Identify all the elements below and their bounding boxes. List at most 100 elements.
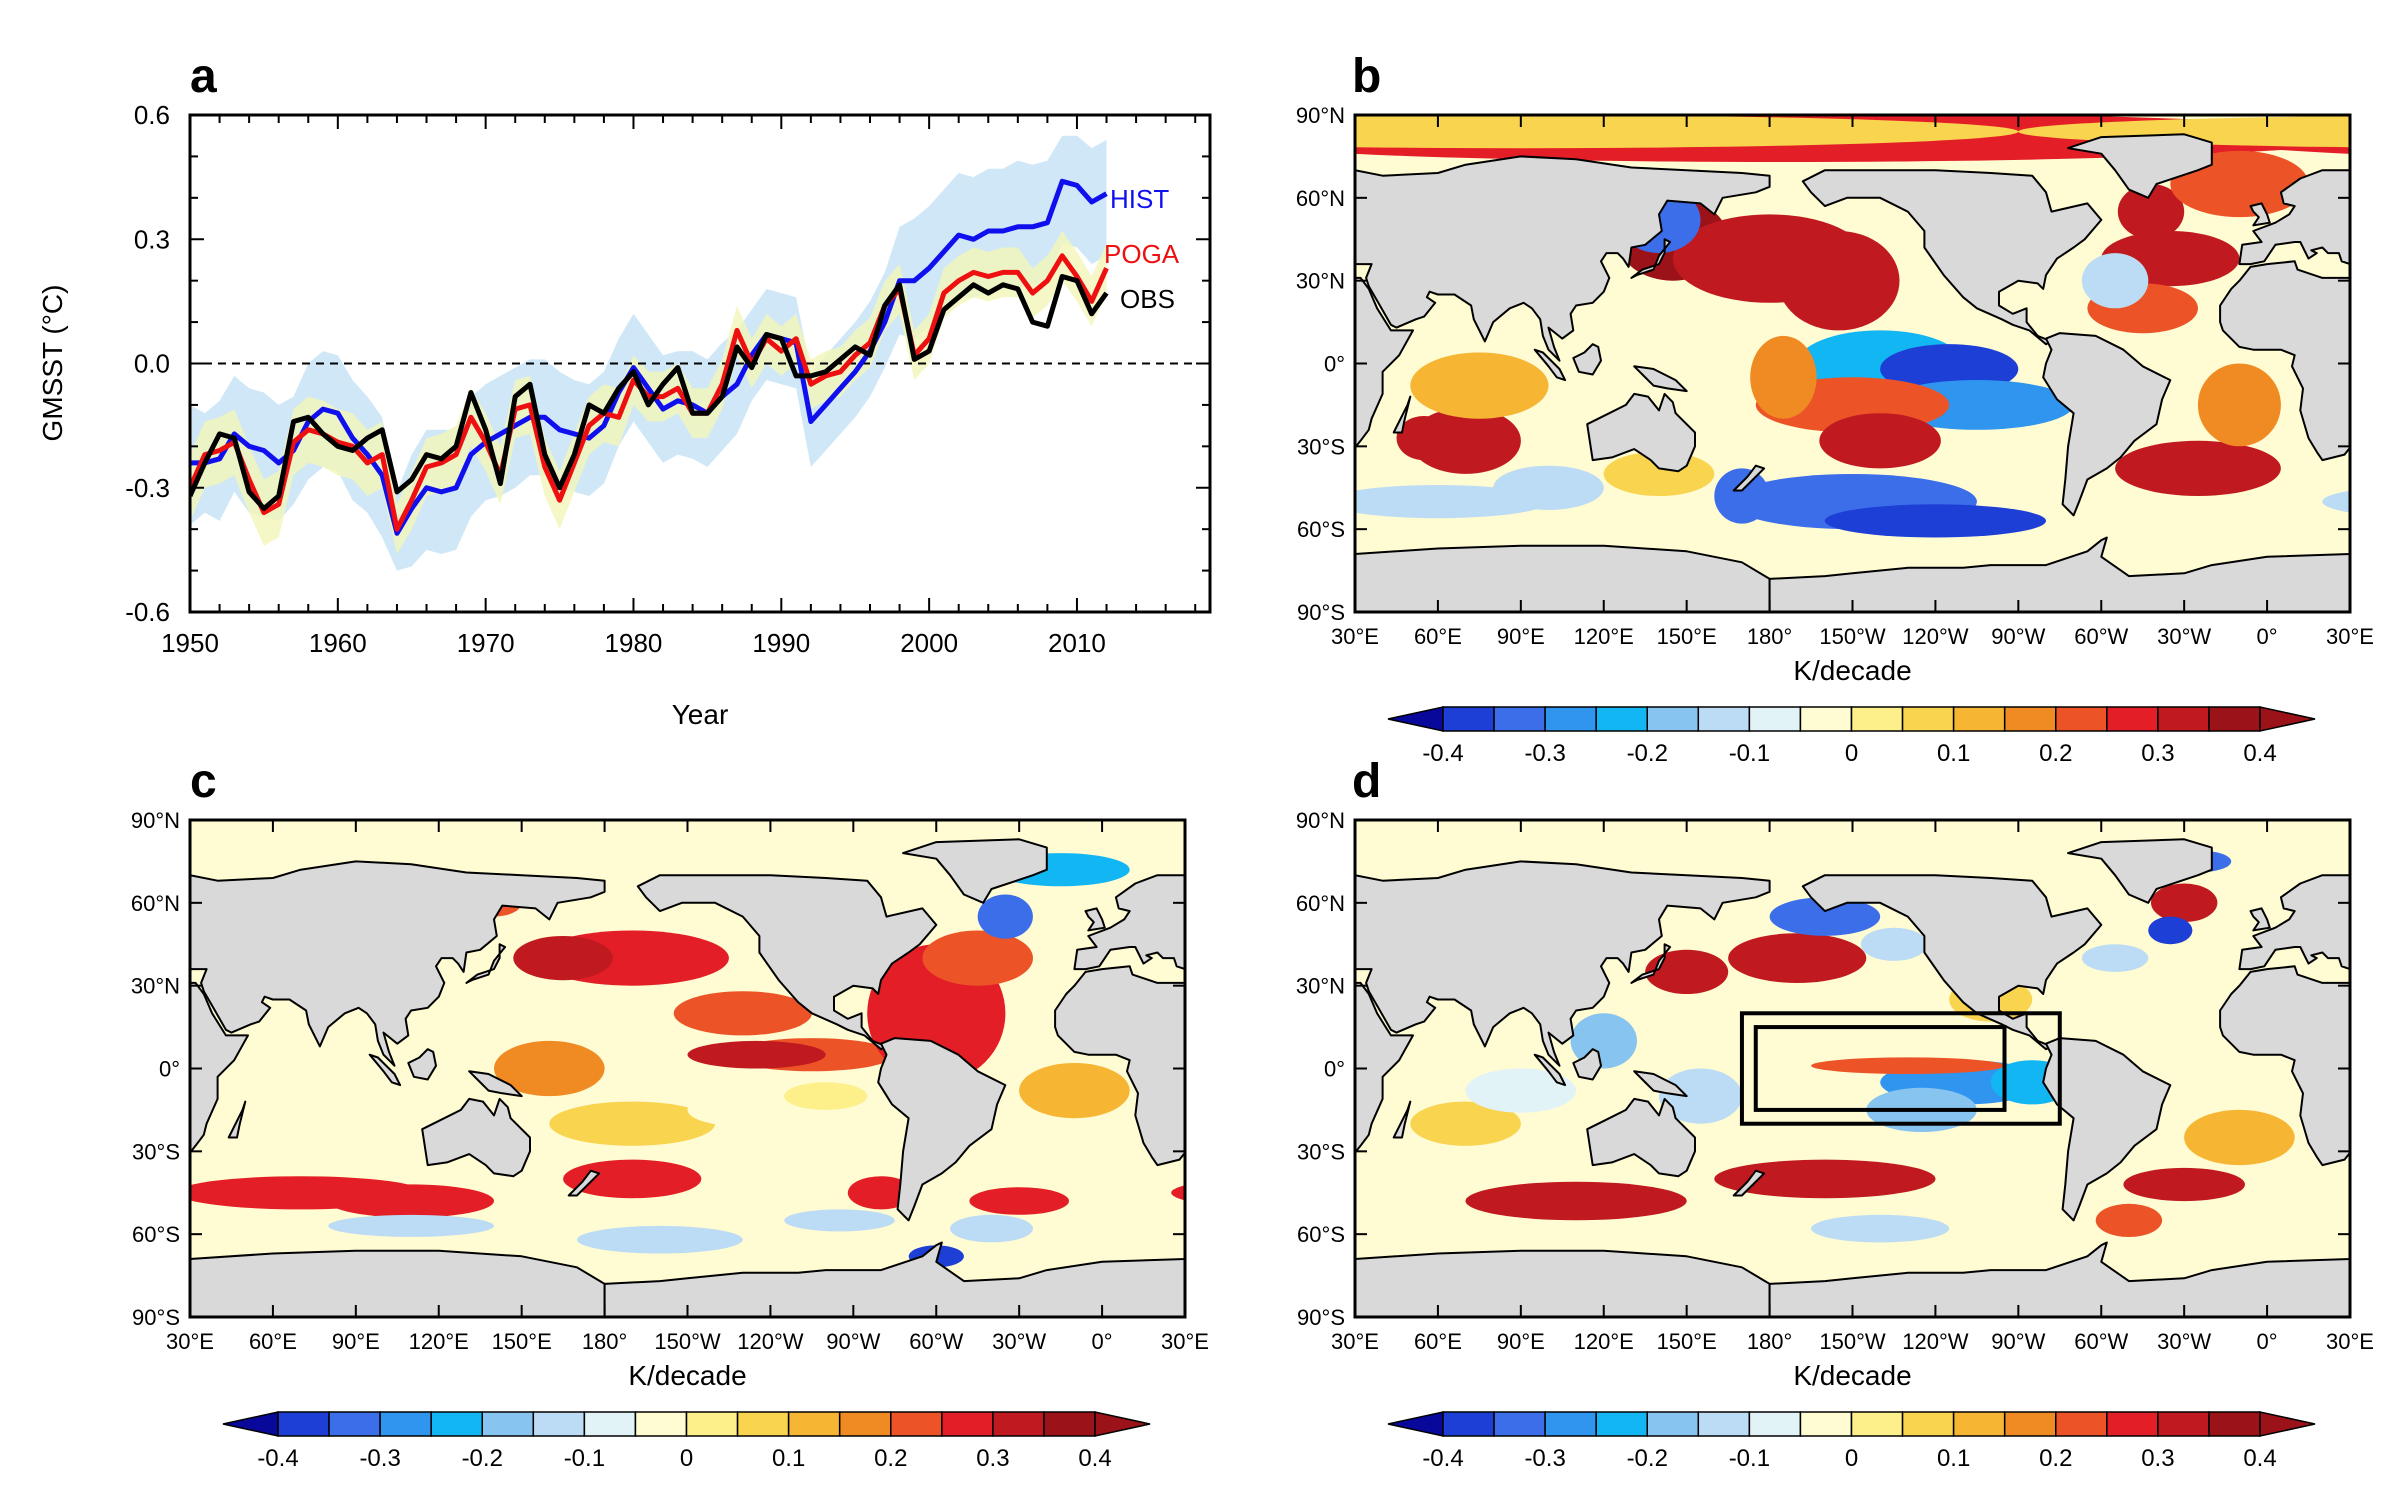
colorbar-tick-label: -0.4: [257, 1445, 298, 1472]
panel-b-map-field: [28, 113, 2400, 614]
uk-landmass: [2249, 907, 2271, 932]
colorbar-swatch: [1850, 1411, 1904, 1437]
greenland-landmass: [2067, 838, 2213, 904]
colorbar-low-arrow: [1387, 1411, 1444, 1437]
anomaly-patch: [2081, 944, 2149, 972]
colorbar-high-arrow: [1094, 1411, 1151, 1437]
colorbar-swatch: [1493, 1411, 1546, 1437]
anomaly-patch: [0, 1187, 74, 1215]
x-axis-label: Year: [672, 699, 729, 730]
lat-tick-label: 90°S: [1297, 1305, 1345, 1330]
anomaly-patch: [687, 1093, 799, 1127]
anomaly-patch: [0, 1215, 38, 1243]
lat-tick-label: 30°S: [1297, 434, 1345, 459]
lon-tick-label: 120°W: [1902, 624, 1969, 649]
panel-a-ticks: [189, 114, 1210, 613]
lat-tick-label: 30°N: [1296, 269, 1345, 294]
colorbar-swatch: [1697, 1411, 1751, 1437]
japan-landmass: [636, 239, 675, 278]
panel-d-lon-labels: 30°E 60°E 90°E 120°E 150°E 180° 150°W 120°W 90°W…: [1331, 1329, 2374, 1354]
lon-tick-label: 0°: [1092, 1329, 1113, 1354]
sumatra-landmass: [1533, 1053, 1567, 1087]
madagascar-landmass: [227, 1100, 247, 1139]
anomaly-patch: [0, 931, 38, 986]
s-america-landmass: [2042, 1037, 2172, 1222]
madagascar-landmass: [1392, 1100, 1412, 1139]
x-tick-label: 2010: [1048, 628, 1106, 658]
lon-tick-label: 90°W: [1991, 1329, 2045, 1354]
africa-landmass: [2219, 260, 2350, 462]
colorbar-swatch: [736, 1411, 790, 1437]
x-tick-label: 1990: [752, 628, 810, 658]
anomaly-patch: [549, 1101, 716, 1146]
colorbar-tick-label: 0.1: [1937, 1445, 1970, 1472]
y-tick-label: -0.6: [125, 597, 170, 627]
madagascar-landmass: [2389, 397, 2400, 433]
y-tick-label: 0.0: [134, 349, 170, 379]
panel-b-letter: b: [1352, 50, 1381, 103]
lon-tick-label: 90°E: [1497, 624, 1545, 649]
colorbar-tick-label: 0.1: [1937, 740, 1970, 767]
madagascar-landmass: [1224, 1102, 1241, 1138]
anomaly-patch: [885, 380, 1078, 430]
colorbar-tick-label: 0.2: [2039, 1445, 2072, 1472]
colorbar-tick-label: -0.4: [1422, 740, 1463, 767]
panel-a-letter: a: [190, 50, 217, 103]
anomaly-patch: [1645, 949, 1729, 995]
colorbar-swatch: [838, 1411, 892, 1437]
panel-c-lat-labels: 90°N 60°N 30°N 0° 30°S 60°S 90°S: [131, 808, 180, 1330]
panel-d-map: d 30°E 60°E 90°E 120°E 150°E 180° 150°W 120°W 90…: [1189, 755, 2374, 1472]
colorbar-low-arrow: [222, 1411, 279, 1437]
y-axis-label: GMSST (°C): [37, 285, 68, 442]
anomaly-patch: [950, 1214, 1033, 1243]
n-america-landmass: [636, 874, 938, 1051]
colorbar-swatch: [532, 1411, 586, 1437]
greenland-landmass: [2067, 133, 2213, 199]
colorbar-tick-label: -0.3: [1524, 1445, 1565, 1472]
eurasia-landmass: [2238, 874, 2350, 971]
inner-region-box: [1753, 1025, 2007, 1112]
greenland-landmass: [0, 839, 52, 903]
lon-tick-label: 30°E: [166, 1329, 214, 1354]
eurasia-landmass: [1073, 874, 1185, 971]
new-zealand-landmass: [567, 1169, 601, 1197]
anomaly-patch: [28, 115, 1023, 148]
panel-c-lon-labels: 30°E 60°E 90°E 120°E 150°E 180° 150°W 120°W 90°W…: [166, 1329, 1209, 1354]
colorbar-swatch: [2055, 706, 2108, 732]
pacific-region-boxes: [1739, 1011, 2062, 1126]
lon-tick-label: 0°: [2257, 624, 2278, 649]
uk-landmass: [1256, 203, 1275, 225]
anomaly-patch: [719, 468, 774, 523]
colorbar-swatch: [1952, 1411, 2006, 1437]
australia-landmass: [421, 1097, 531, 1178]
anomaly-patch: [1769, 897, 1881, 936]
colorbar-swatch: [1646, 1411, 1700, 1437]
anomaly-patch: [513, 936, 613, 981]
colorbar-swatch: [1952, 706, 2006, 732]
anomaly-patch: [733, 474, 982, 529]
lon-tick-label: 180°: [582, 1329, 628, 1354]
anomaly-patch: [2095, 1203, 2163, 1237]
lat-tick-label: 60°S: [1297, 517, 1345, 542]
anomaly-patch: [969, 1187, 1069, 1215]
colorbar-tick-label: 0: [1845, 1445, 1858, 1472]
anomaly-patch: [1811, 1214, 1950, 1243]
anomaly-patch: [0, 895, 38, 939]
antarctica-landmass: [1768, 1241, 2350, 1317]
colorbar-swatch: [2157, 1411, 2210, 1437]
africa-landmass: [1355, 981, 1414, 1155]
japan-landmass: [1630, 238, 1672, 279]
anomaly-patch: [830, 170, 885, 198]
anomaly-patch: [1659, 1068, 1742, 1124]
anomaly-patch: [1355, 485, 1549, 519]
colorbar-swatch: [1748, 1411, 1802, 1437]
anomaly-patch: [1465, 1181, 1687, 1221]
colorbar-swatch: [2003, 1411, 2057, 1437]
panel-b-lat-labels: 90°N 60°N 30°N 0° 30°S 60°S 90°S: [1296, 103, 1345, 625]
anomaly-patch: [1203, 364, 1286, 447]
colorbar-swatch: [992, 1411, 1045, 1437]
borneo-landmass: [407, 1048, 437, 1081]
anomaly-patch: [1189, 1110, 1300, 1165]
line-obs: [190, 274, 1109, 511]
